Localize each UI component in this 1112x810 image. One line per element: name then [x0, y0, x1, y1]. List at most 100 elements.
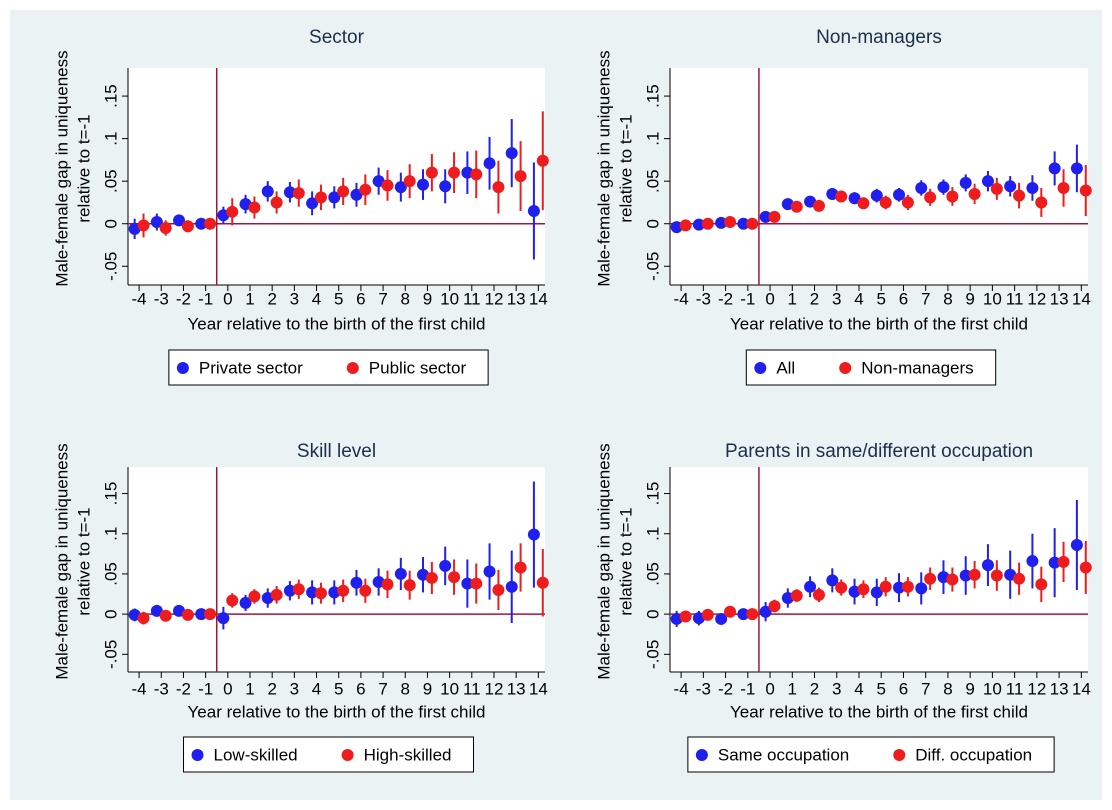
point [893, 188, 906, 201]
point [746, 608, 759, 621]
x-tick-label: 4 [854, 679, 863, 698]
point [137, 219, 150, 232]
panel-title: Parents in same/different occupation [725, 441, 1033, 462]
x-tick-label: 5 [876, 289, 885, 308]
point [536, 154, 549, 167]
point [381, 179, 394, 192]
point [150, 216, 163, 229]
point [915, 582, 928, 595]
point [990, 182, 1003, 195]
point [924, 191, 937, 204]
x-tick-label: 2 [267, 679, 276, 698]
plot-region [670, 68, 1088, 285]
legend-label: Public sector [369, 358, 467, 377]
x-tick-label: -2 [718, 679, 733, 698]
x-tick-label: -1 [740, 679, 755, 698]
point [1079, 561, 1092, 574]
y-tick-label: -.05 [101, 252, 120, 281]
point [292, 187, 305, 200]
legend-label: Same occupation [718, 745, 849, 764]
point [270, 196, 283, 209]
y-tick-label: -.05 [643, 252, 662, 281]
legend-marker [754, 362, 767, 374]
point [759, 605, 772, 618]
x-tick-label: 11 [463, 289, 481, 308]
legend: Same occupation Diff. occupation [687, 736, 1055, 773]
legend-marker [695, 749, 708, 761]
point [1057, 555, 1070, 568]
point [946, 190, 959, 203]
legend-box [745, 349, 997, 386]
point [195, 217, 208, 230]
y-tick-label: .1 [643, 132, 662, 146]
x-tick-label: 13 [507, 679, 526, 698]
x-tick-label: -1 [740, 289, 755, 308]
point [527, 528, 540, 541]
plot-region [670, 467, 1088, 672]
point [901, 580, 914, 593]
x-tick-label: -4 [132, 289, 147, 308]
point [804, 580, 817, 593]
point [505, 580, 518, 593]
x-tick-label: 7 [921, 289, 930, 308]
point [968, 187, 981, 200]
x-tick-label: 8 [401, 679, 410, 698]
legend: Low-skilled High-skilled [183, 736, 474, 773]
x-tick-label: 3 [832, 289, 841, 308]
y-tick-label: 0 [101, 609, 120, 618]
point [990, 569, 1003, 582]
y-tick-label: 0 [101, 219, 120, 228]
y-tick-label: -.05 [101, 640, 120, 669]
point [261, 185, 274, 198]
point [439, 180, 452, 193]
y-tick-label: .15 [101, 84, 120, 108]
legend-label: Low-skilled [214, 745, 298, 764]
x-tick-label: 14 [1072, 289, 1091, 308]
point [337, 584, 350, 597]
x-tick-label: -4 [674, 679, 689, 698]
point [204, 217, 217, 230]
point [483, 157, 496, 170]
y-axis-title: Male-female gap in uniqueness [594, 443, 613, 679]
x-tick-label: 10 [983, 289, 1002, 308]
point [1035, 196, 1048, 209]
x-tick-label: -3 [154, 289, 169, 308]
point [306, 197, 319, 210]
point [790, 200, 803, 213]
x-tick-label: -1 [198, 289, 213, 308]
x-tick-label: 7 [378, 289, 387, 308]
point [514, 561, 527, 574]
x-tick-label: 5 [876, 679, 885, 698]
x-tick-label: 3 [290, 679, 299, 698]
y-tick-label: -.05 [643, 640, 662, 669]
point [1013, 572, 1026, 585]
x-tick-label: 9 [965, 289, 974, 308]
x-tick-label: 11 [1006, 679, 1024, 698]
y-tick-label: .1 [101, 527, 120, 541]
point [239, 596, 252, 609]
point [915, 181, 928, 194]
y-tick-label: .1 [643, 527, 662, 541]
y-tick-label: .05 [643, 562, 662, 586]
x-tick-label: 14 [529, 679, 548, 698]
point [1013, 189, 1026, 202]
point [527, 204, 540, 217]
legend-marker [893, 749, 906, 761]
point [670, 221, 683, 234]
x-tick-label: -3 [696, 679, 711, 698]
point [204, 608, 217, 621]
point [314, 587, 327, 600]
point [350, 576, 363, 589]
y-tick-label: .05 [101, 169, 120, 193]
legend: Private sector Public sector [168, 349, 489, 386]
point [937, 181, 950, 194]
point [1035, 578, 1048, 591]
x-axis-title: Year relative to the birth of the first … [188, 702, 486, 721]
x-tick-label: 10 [983, 679, 1002, 698]
x-tick-label: 12 [485, 679, 504, 698]
x-tick-label: 13 [1050, 289, 1069, 308]
x-tick-label: 12 [1027, 289, 1046, 308]
x-tick-label: -3 [696, 289, 711, 308]
point [737, 217, 750, 230]
